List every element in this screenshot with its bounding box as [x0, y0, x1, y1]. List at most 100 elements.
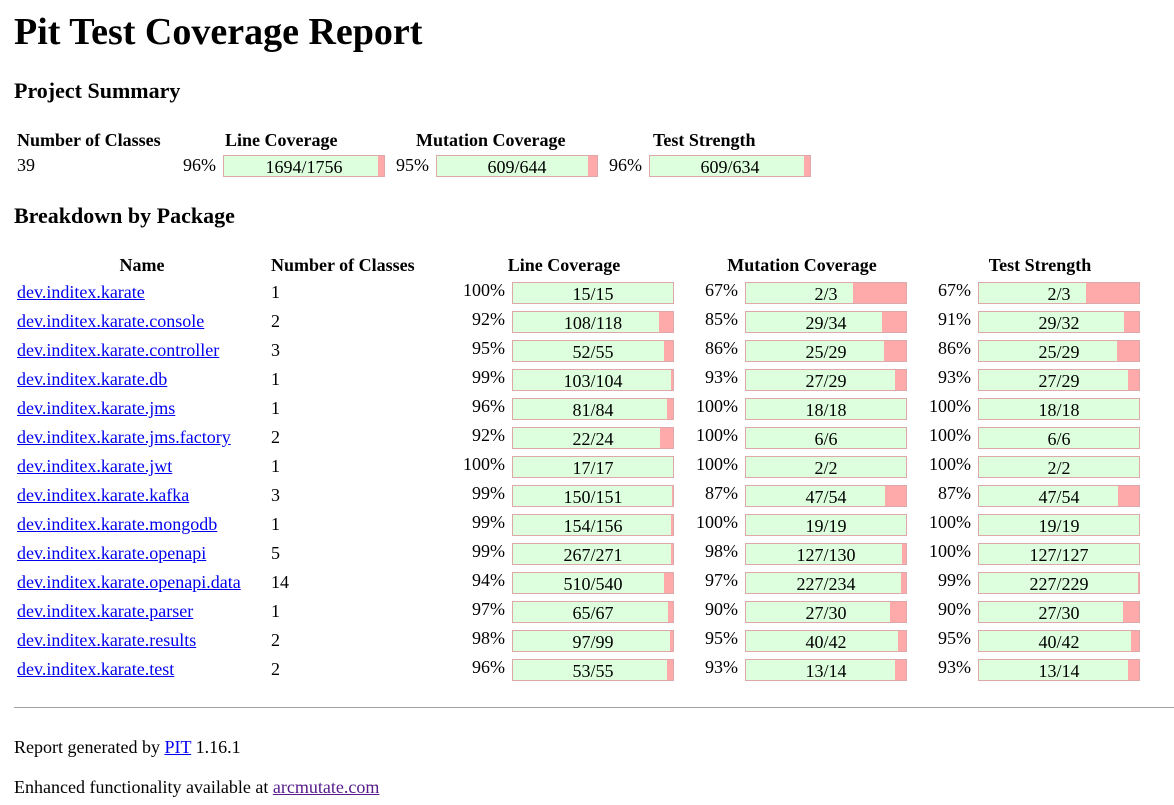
line-label: 81/84 — [572, 399, 614, 420]
line-fill — [513, 427, 660, 448]
line-percent: 100% — [463, 280, 505, 300]
line-cell: 150/151 — [511, 482, 675, 509]
strength-cell: 2/2 — [977, 453, 1141, 480]
package-link[interactable]: dev.inditex.karate.kafka — [17, 485, 190, 505]
page-title: Pit Test Coverage Report — [14, 11, 423, 53]
mutation-fill — [746, 369, 895, 390]
mutation-cell: 18/18 — [744, 395, 908, 422]
package-link[interactable]: dev.inditex.karate.parser — [17, 601, 194, 621]
line-cell: 52/55 — [511, 337, 675, 364]
table-row: dev.inditex.karate.console 2 92% 108/118 85%… — [16, 308, 1141, 335]
package-link[interactable]: dev.inditex.karate — [17, 282, 145, 302]
mutation-label: 25/29 — [805, 341, 847, 362]
mutation-label: 13/14 — [805, 660, 847, 681]
strength-label: 127/127 — [1029, 544, 1089, 565]
package-link[interactable]: dev.inditex.karate.jms — [17, 398, 176, 418]
package-classes: 1 — [271, 398, 280, 418]
strength-percent: 90% — [938, 599, 971, 619]
breakdown-heading: Breakdown by Package — [14, 203, 235, 228]
package-name-cell: dev.inditex.karate.openapi.data — [16, 569, 268, 596]
strength-cell: 47/54 — [977, 482, 1141, 509]
mutation-cell: 47/54 — [744, 482, 908, 509]
strength-fill — [979, 311, 1124, 332]
strength-cell: 2/3 — [977, 279, 1141, 306]
table-row: dev.inditex.karate.controller 3 95% 52/55 86… — [16, 337, 1141, 364]
package-link[interactable]: dev.inditex.karate.controller — [17, 340, 220, 360]
line-label: 65/67 — [572, 602, 614, 623]
mutation-label: 227/234 — [796, 573, 856, 594]
table-row: dev.inditex.karate.test 2 96% 53/55 93% 13/14… — [16, 656, 1141, 683]
package-link[interactable]: dev.inditex.karate.db — [17, 369, 168, 389]
line-label: 267/271 — [563, 544, 623, 565]
strength-percent: 95% — [938, 628, 971, 648]
package-link[interactable]: dev.inditex.karate.jms.factory — [17, 427, 231, 447]
arcmutate-link[interactable]: arcmutate.com — [272, 777, 380, 797]
line-bar: 97/99 — [512, 629, 674, 652]
line-bar: 15/15 — [512, 281, 674, 304]
line-cell: 65/67 — [511, 598, 675, 625]
mutation-percent: 85% — [705, 309, 738, 329]
package-name-cell: dev.inditex.karate.controller — [16, 337, 268, 364]
summary-header-classes: Number of Classes — [17, 129, 161, 150]
package-link[interactable]: dev.inditex.karate.jwt — [17, 456, 173, 476]
summary-mutation-label: 609/644 — [487, 157, 547, 177]
package-classes: 5 — [271, 543, 280, 563]
mutation-percent: 90% — [705, 599, 738, 619]
strength-fill — [979, 659, 1128, 680]
strength-label: 27/30 — [1038, 602, 1080, 623]
line-fill — [513, 514, 671, 535]
strength-bar: 18/18 — [978, 397, 1140, 420]
summary-line-cell: 1694/1756 — [222, 154, 386, 181]
strength-bar: 27/29 — [978, 368, 1140, 391]
strength-bar: 13/14 — [978, 658, 1140, 681]
strength-bar: 127/127 — [978, 542, 1140, 565]
line-percent: 92% — [472, 425, 505, 445]
package-link[interactable]: dev.inditex.karate.openapi — [17, 543, 207, 563]
package-link[interactable]: dev.inditex.karate.results — [17, 630, 197, 650]
package-link[interactable]: dev.inditex.karate.openapi.data — [17, 572, 241, 592]
package-classes: 3 — [271, 340, 280, 360]
mutation-fill — [746, 456, 906, 477]
mutation-percent: 87% — [705, 483, 738, 503]
mutation-fill — [746, 572, 902, 593]
line-label: 53/55 — [572, 660, 614, 681]
mutation-bar: 27/29 — [745, 368, 907, 391]
line-bar: 108/118 — [512, 310, 674, 333]
strength-percent: 91% — [938, 309, 971, 329]
strength-label: 29/32 — [1038, 312, 1080, 333]
mutation-label: 47/54 — [805, 486, 847, 507]
pit-link[interactable]: PIT — [164, 737, 192, 757]
summary-header-strength: Test Strength — [653, 129, 756, 150]
col-header-strength: Test Strength — [988, 254, 1092, 275]
table-row: dev.inditex.karate.openapi.data 14 94% 510/… — [16, 569, 1141, 596]
mutation-cell: 2/2 — [744, 453, 908, 480]
summary-line-bar: 1694/1756 — [223, 155, 385, 177]
strength-cell: 13/14 — [977, 656, 1141, 683]
package-link[interactable]: dev.inditex.karate.console — [17, 311, 205, 331]
strength-cell: 25/29 — [977, 337, 1141, 364]
mutation-bar: 6/6 — [745, 426, 907, 449]
line-cell: 17/17 — [511, 453, 675, 480]
strength-label: 19/19 — [1038, 515, 1080, 536]
mutation-label: 29/34 — [805, 312, 847, 333]
strength-cell: 19/19 — [977, 511, 1141, 538]
strength-bar: 227/229 — [978, 571, 1140, 594]
mutation-label: 19/19 — [805, 515, 847, 536]
mutation-fill — [746, 485, 886, 506]
strength-percent: 86% — [938, 338, 971, 358]
mutation-fill — [746, 543, 903, 564]
strength-label: 27/29 — [1038, 370, 1080, 391]
line-bar: 22/24 — [512, 426, 674, 449]
strength-label: 47/54 — [1038, 486, 1080, 507]
mutation-cell: 25/29 — [744, 337, 908, 364]
package-link[interactable]: dev.inditex.karate.test — [17, 659, 175, 679]
line-cell: 154/156 — [511, 511, 675, 538]
strength-cell: 127/127 — [977, 540, 1141, 567]
mutation-cell: 27/29 — [744, 366, 908, 393]
mutation-bar: 25/29 — [745, 339, 907, 362]
line-label: 97/99 — [572, 631, 614, 652]
package-link[interactable]: dev.inditex.karate.mongodb — [17, 514, 218, 534]
mutation-bar: 19/19 — [745, 513, 907, 536]
mutation-bar: 127/130 — [745, 542, 907, 565]
line-fill — [513, 601, 669, 622]
